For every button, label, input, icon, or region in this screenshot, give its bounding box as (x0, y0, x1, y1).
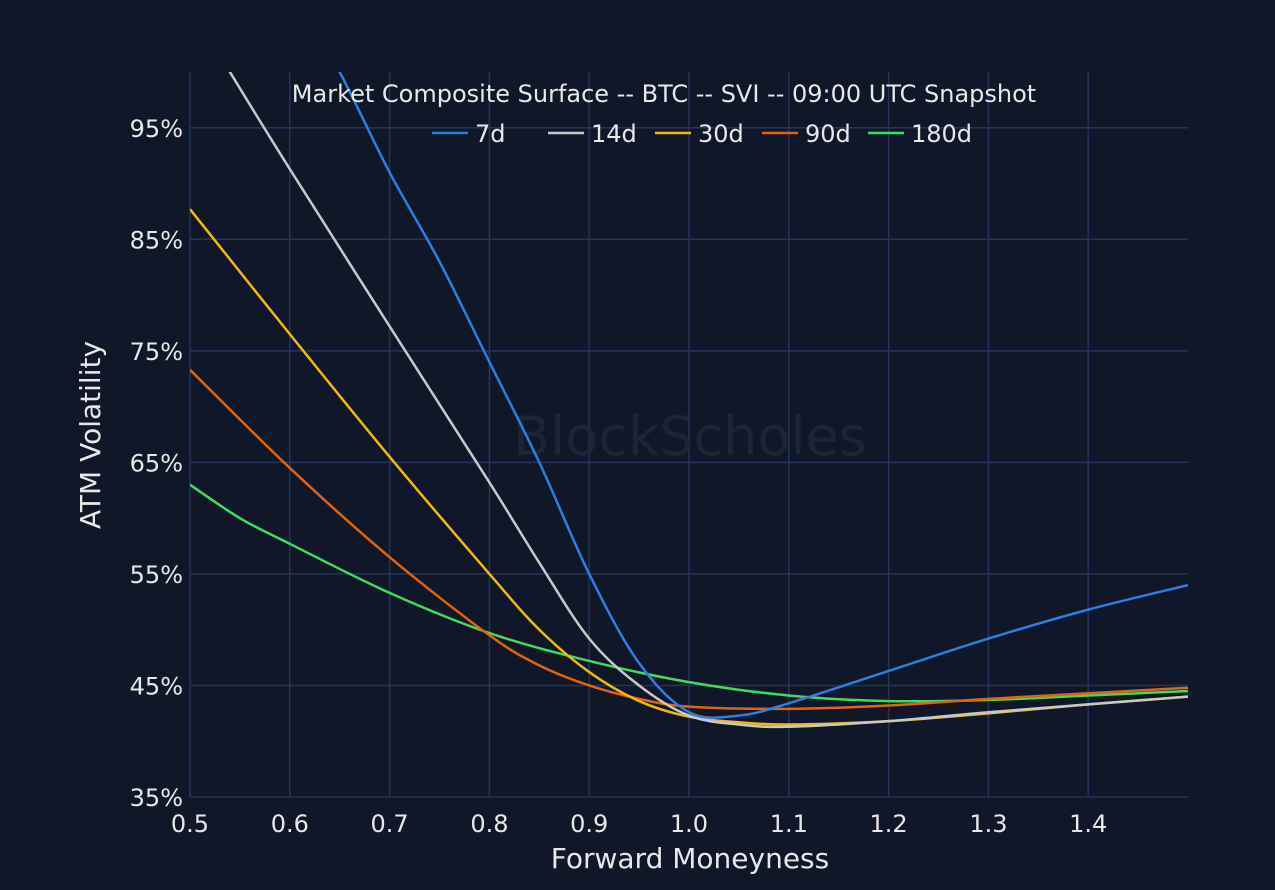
legend-label: 180d (911, 120, 972, 148)
x-axis-label: Forward Moneyness (551, 842, 829, 875)
x-tick-label: 1.1 (770, 810, 808, 838)
series-line-14d (228, 72, 1188, 729)
y-axis-ticks: 35% 45% 55% 65% 75% 85% 95% (130, 115, 183, 812)
x-tick-label: 1.3 (969, 810, 1007, 838)
legend-label: 30d (698, 120, 744, 148)
watermark: BlockScholes (513, 405, 867, 468)
chart-title: Market Composite Surface -- BTC -- SVI -… (292, 80, 1036, 108)
series-line-180d (190, 483, 1188, 703)
legend-item-90d[interactable]: 90d (762, 120, 851, 148)
x-tick-label: 1.2 (870, 810, 908, 838)
x-tick-label: 0.7 (371, 810, 409, 838)
y-tick-label: 35% (130, 784, 183, 812)
legend: 7d 14d 30d 90d 180d (432, 120, 972, 148)
legend-label: 14d (591, 120, 637, 148)
legend-label: 7d (475, 120, 506, 148)
legend-item-7d[interactable]: 7d (432, 120, 506, 148)
x-tick-label: 1.4 (1069, 810, 1107, 838)
y-tick-label: 85% (130, 226, 183, 254)
legend-label: 90d (805, 120, 851, 148)
y-tick-label: 45% (130, 672, 183, 700)
x-tick-label: 0.5 (171, 810, 209, 838)
x-tick-label: 0.9 (570, 810, 608, 838)
y-axis-label: ATM Volatility (74, 341, 107, 529)
legend-item-180d[interactable]: 180d (868, 120, 972, 148)
x-axis-ticks: 0.5 0.6 0.7 0.8 0.9 1.0 1.1 1.2 1.3 1.4 (171, 810, 1107, 838)
y-tick-label: 65% (130, 449, 183, 477)
grid (189, 72, 1188, 798)
series-line-7d (338, 72, 1188, 719)
y-tick-label: 75% (130, 338, 183, 366)
x-tick-label: 0.6 (271, 810, 309, 838)
series-lines (190, 72, 1188, 729)
y-tick-label: 95% (130, 115, 183, 143)
series-line-90d (190, 368, 1188, 711)
legend-item-14d[interactable]: 14d (548, 120, 637, 148)
x-tick-label: 0.8 (470, 810, 508, 838)
y-tick-label: 55% (130, 561, 183, 589)
legend-item-30d[interactable]: 30d (655, 120, 744, 148)
x-tick-label: 1.0 (670, 810, 708, 838)
